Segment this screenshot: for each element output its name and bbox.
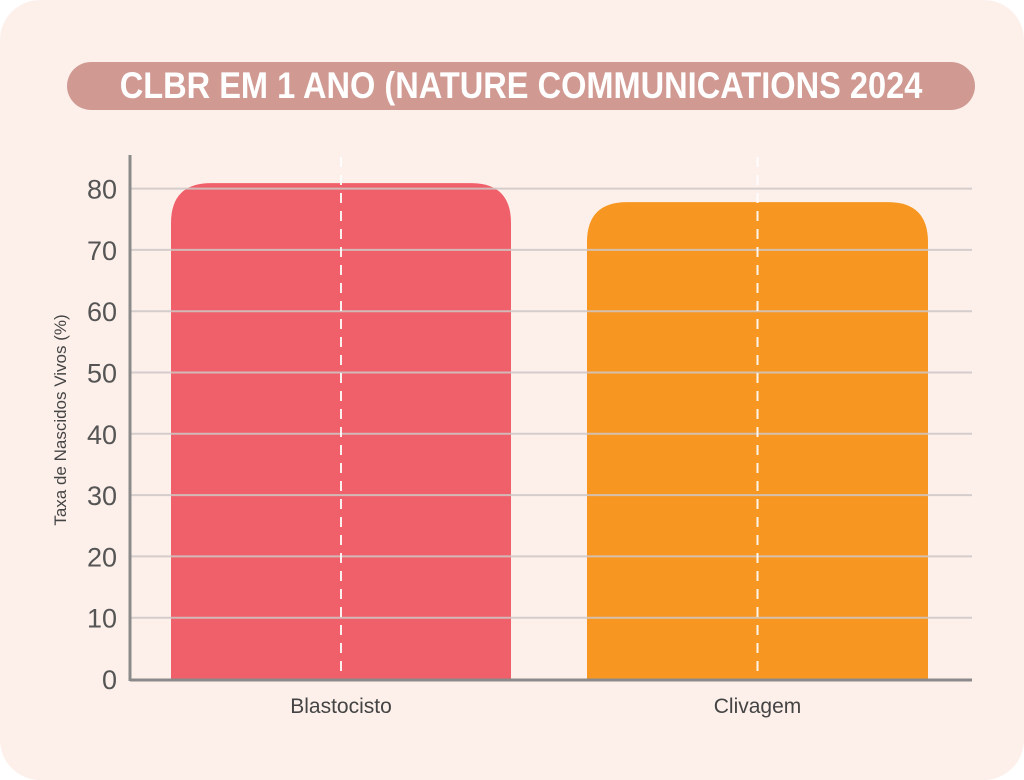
y-tick-label: 30 (87, 481, 117, 511)
y-tick-label: 10 (87, 604, 117, 634)
x-tick-label: Blastocisto (290, 695, 392, 718)
y-tick-label: 80 (87, 175, 117, 205)
x-tick-label: Clivagem (714, 695, 802, 718)
y-tick-label: 60 (87, 297, 117, 327)
y-tick-label: 50 (87, 359, 117, 389)
y-tick-label: 0 (102, 665, 117, 695)
title-banner: CLBR EM 1 ANO (NATURE COMMUNICATIONS 202… (67, 62, 975, 110)
y-tick-label: 20 (87, 542, 117, 572)
y-axis-label: Taxa de Nascidos Vivos (%) (51, 314, 70, 525)
y-tick-label: 40 (87, 420, 117, 450)
bar-clivagem (587, 202, 928, 679)
chart-title: CLBR EM 1 ANO (NATURE COMMUNICATIONS 202… (119, 65, 923, 106)
y-tick-label: 70 (87, 236, 117, 266)
